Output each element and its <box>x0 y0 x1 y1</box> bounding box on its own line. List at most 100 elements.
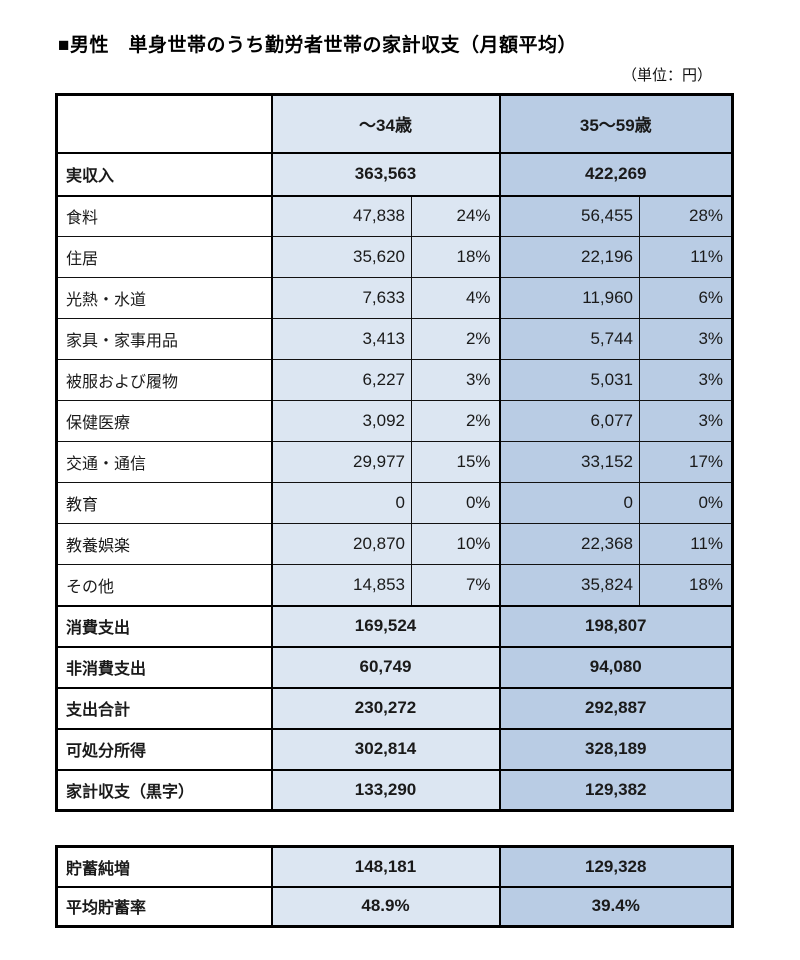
value-cell: 0 <box>271 482 412 524</box>
row-label: 非消費支出 <box>56 645 273 688</box>
percent-cell: 7% <box>410 564 501 606</box>
row-label: その他 <box>56 564 273 606</box>
total-age34: 133,290 <box>270 768 501 811</box>
value-cell: 6,227 <box>271 359 412 401</box>
header-row: ～34歳 35～59歳 <box>56 94 734 154</box>
value-cell: 22,196 <box>499 236 641 278</box>
value-cell: 35,824 <box>499 564 641 606</box>
row-label: 光熱・水道 <box>56 277 273 319</box>
percent-cell: 2% <box>410 400 501 442</box>
row-label: 保健医療 <box>56 400 273 442</box>
savings-table: 貯蓄純増 148,181 129,328 平均貯蓄率 48.9% 39.4% <box>55 845 734 928</box>
total-age3559: 292,887 <box>499 686 734 729</box>
percent-cell: 3% <box>639 400 734 442</box>
total-age3559: 328,189 <box>499 727 734 770</box>
header-empty-cell <box>56 94 273 154</box>
value-cell: 5,744 <box>499 318 641 360</box>
category-row-recreation: 教養娯楽 20,870 10% 22,368 11% <box>56 523 734 565</box>
percent-cell: 15% <box>410 441 501 483</box>
total-age3559: 198,807 <box>499 604 734 647</box>
income-age3559: 422,269 <box>499 152 734 197</box>
row-label: 貯蓄純増 <box>56 846 273 888</box>
category-row-clothing: 被服および履物 6,227 3% 5,031 3% <box>56 359 734 401</box>
category-row-housing: 住居 35,620 18% 22,196 11% <box>56 236 734 278</box>
row-label: 交通・通信 <box>56 441 273 483</box>
percent-cell: 10% <box>410 523 501 565</box>
row-label: 家具・家事用品 <box>56 318 273 360</box>
total-row-balance: 家計収支（黒字） 133,290 129,382 <box>56 768 734 811</box>
value-cell: 6,077 <box>499 400 641 442</box>
percent-cell: 28% <box>639 195 734 237</box>
total-age34: 302,814 <box>270 727 501 770</box>
row-label: 食料 <box>56 195 273 237</box>
row-label: 平均貯蓄率 <box>56 886 273 928</box>
value-cell: 20,870 <box>271 523 412 565</box>
total-age34: 230,272 <box>270 686 501 729</box>
row-label: 被服および履物 <box>56 359 273 401</box>
total-age34: 169,524 <box>270 604 501 647</box>
category-row-other: その他 14,853 7% 35,824 18% <box>56 564 734 606</box>
row-label: 家計収支（黒字） <box>56 768 273 811</box>
row-label: 教養娯楽 <box>56 523 273 565</box>
total-row-nonconsumption: 非消費支出 60,749 94,080 <box>56 645 734 688</box>
percent-cell: 11% <box>639 523 734 565</box>
total-row-disposable-income: 可処分所得 302,814 328,189 <box>56 727 734 770</box>
category-row-utilities: 光熱・水道 7,633 4% 11,960 6% <box>56 277 734 319</box>
savings-rate-age3559: 39.4% <box>499 886 733 928</box>
total-row-total-expenditure: 支出合計 230,272 292,887 <box>56 686 734 729</box>
value-cell: 11,960 <box>499 277 641 319</box>
percent-cell: 0% <box>410 482 501 524</box>
value-cell: 3,092 <box>271 400 412 442</box>
percent-cell: 18% <box>639 564 734 606</box>
percent-cell: 11% <box>639 236 734 278</box>
category-row-transport: 交通・通信 29,977 15% 33,152 17% <box>56 441 734 483</box>
percent-cell: 4% <box>410 277 501 319</box>
category-row-education: 教育 0 0% 0 0% <box>56 482 734 524</box>
value-cell: 0 <box>499 482 641 524</box>
savings-rate-age34: 48.9% <box>271 886 501 928</box>
percent-cell: 17% <box>639 441 734 483</box>
row-label: 住居 <box>56 236 273 278</box>
header-age3559: 35～59歳 <box>499 94 734 154</box>
total-age3559: 94,080 <box>499 645 734 688</box>
value-cell: 3,413 <box>271 318 412 360</box>
total-age3559: 129,382 <box>499 768 734 811</box>
row-label: 消費支出 <box>56 604 273 647</box>
percent-cell: 6% <box>639 277 734 319</box>
percent-cell: 18% <box>410 236 501 278</box>
total-age34: 60,749 <box>270 645 501 688</box>
category-row-medical: 保健医療 3,092 2% 6,077 3% <box>56 400 734 442</box>
page-title: ■男性 単身世帯のうち勤労者世帯の家計収支（月額平均） <box>58 35 577 56</box>
header-age34: ～34歳 <box>270 94 501 154</box>
value-cell: 7,633 <box>271 277 412 319</box>
row-label: 教育 <box>56 482 273 524</box>
total-row-consumption: 消費支出 169,524 198,807 <box>56 604 734 647</box>
percent-cell: 0% <box>639 482 734 524</box>
savings-row-average-rate: 平均貯蓄率 48.9% 39.4% <box>56 886 733 928</box>
savings-age3559: 129,328 <box>499 846 733 888</box>
value-cell: 29,977 <box>271 441 412 483</box>
percent-cell: 24% <box>410 195 501 237</box>
value-cell: 35,620 <box>271 236 412 278</box>
value-cell: 33,152 <box>499 441 641 483</box>
row-label: 実収入 <box>56 152 273 197</box>
category-row-food: 食料 47,838 24% 56,455 28% <box>56 195 734 237</box>
income-age34: 363,563 <box>270 152 501 197</box>
value-cell: 22,368 <box>499 523 641 565</box>
value-cell: 14,853 <box>271 564 412 606</box>
percent-cell: 3% <box>639 318 734 360</box>
savings-row-net-increase: 貯蓄純増 148,181 129,328 <box>56 846 733 888</box>
percent-cell: 3% <box>639 359 734 401</box>
household-budget-table: ～34歳 35～59歳 実収入 363,563 422,269 食料 47,83… <box>55 93 735 812</box>
value-cell: 5,031 <box>499 359 641 401</box>
percent-cell: 2% <box>410 318 501 360</box>
unit-label: （単位：円） <box>621 67 712 84</box>
row-label: 可処分所得 <box>56 727 273 770</box>
category-row-furniture: 家具・家事用品 3,413 2% 5,744 3% <box>56 318 734 360</box>
row-label: 支出合計 <box>56 686 273 729</box>
value-cell: 47,838 <box>271 195 412 237</box>
savings-age34: 148,181 <box>271 846 501 888</box>
value-cell: 56,455 <box>499 195 641 237</box>
percent-cell: 3% <box>410 359 501 401</box>
income-row: 実収入 363,563 422,269 <box>56 152 734 197</box>
